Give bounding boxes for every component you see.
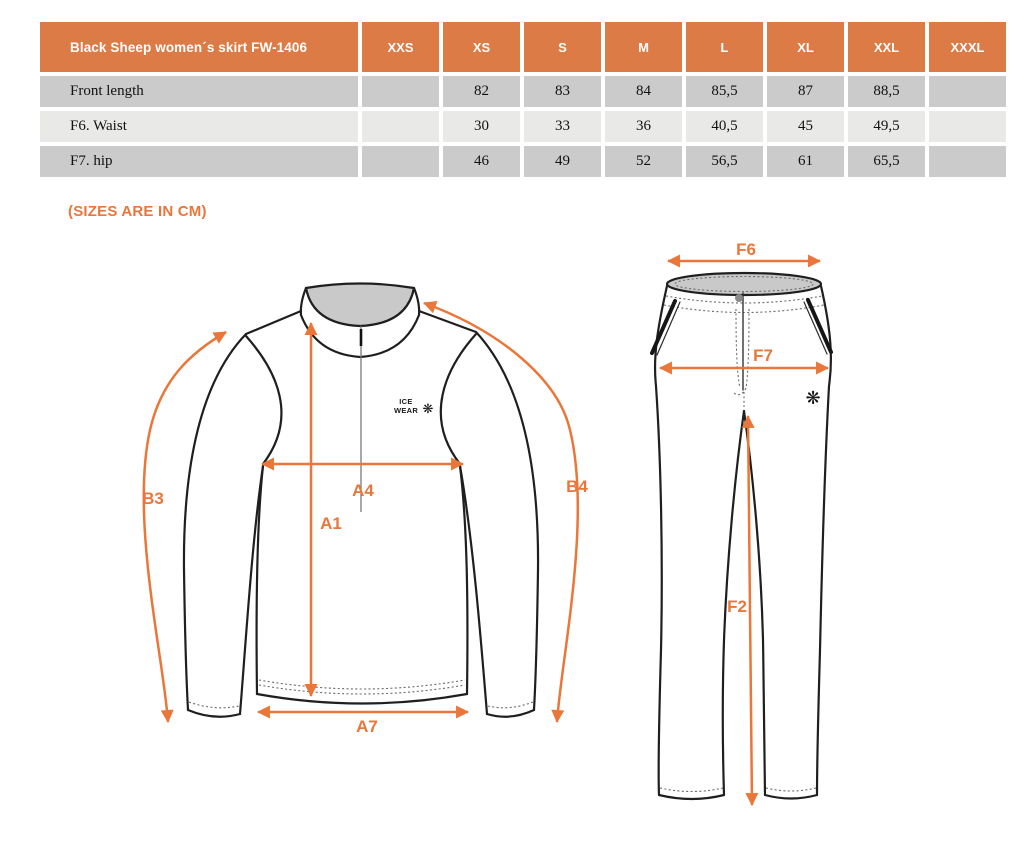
- pants-right-hem: [763, 793, 819, 800]
- shirt-right-cuff: [485, 708, 536, 718]
- pants-left-inner: [721, 409, 746, 797]
- shirt-right-raglan-seam: [439, 332, 478, 466]
- table-cell: 84: [605, 76, 682, 107]
- column-header-m: M: [605, 22, 682, 72]
- table-cell: [929, 76, 1006, 107]
- table-cell: 85,5: [686, 76, 763, 107]
- pants-right-pocket-opening: [803, 301, 828, 355]
- shirt-hem: [255, 692, 469, 705]
- shirt-left-shoulder-seam: [244, 309, 303, 336]
- pants-right-hem-stitching: [765, 787, 817, 792]
- pants-right-outer: [815, 284, 832, 797]
- measurement-arrow-b3: [142, 330, 227, 724]
- pants-waist-opening: [665, 271, 823, 297]
- shirt-right-sleeve-outer: [474, 330, 540, 712]
- pants-waistband-stitching-1: [665, 295, 823, 304]
- label-b4: B4: [566, 477, 588, 496]
- row-label: F7. hip: [40, 146, 358, 177]
- shirt-left-cuff: [186, 708, 242, 718]
- table-cell: 65,5: [848, 146, 925, 177]
- table-row: F7. hip 46 49 52 56,5 61 65,5: [40, 146, 1006, 177]
- pants-left-pocket-binding: [650, 299, 677, 355]
- table-cell: [929, 146, 1006, 177]
- pants-left-hem: [657, 793, 726, 801]
- size-chart-table: Black Sheep women´s skirt FW-1406 XXS XS S M…: [36, 18, 1010, 181]
- icewear-snowflake-icon: ❋: [423, 402, 434, 417]
- shirt-left-cuff-stitching: [188, 701, 240, 709]
- shirt-collar-left-edge: [299, 286, 308, 317]
- label-a4: A4: [352, 481, 374, 500]
- column-header-xl: XL: [767, 22, 844, 72]
- table-cell: 82: [443, 76, 520, 107]
- pants-waist-stitching: [674, 275, 814, 293]
- pants-snowflake-icon: ❋: [805, 388, 820, 409]
- pants-left-hem-stitching: [659, 787, 724, 793]
- icewear-logo-line2: WEAR: [394, 406, 418, 415]
- shirt-left-side: [255, 464, 265, 696]
- table-cell: 87: [767, 76, 844, 107]
- shirt-right-cuff-stitching: [487, 701, 534, 709]
- measurement-arrow-b4: [423, 300, 580, 724]
- table-cell: 45: [767, 111, 844, 142]
- icewear-logo-line1: ICE: [399, 397, 412, 406]
- size-table-header-row: Black Sheep women´s skirt FW-1406 XXS XS S M…: [40, 22, 1006, 72]
- size-table-body: Front length 82 83 84 85,5 87 88,5 F6. Waist 30 3…: [40, 76, 1006, 177]
- table-cell: [362, 146, 439, 177]
- pants-diagram: ❋ F6 F7 F2: [650, 240, 833, 807]
- pants-waistband-stitching-2: [663, 304, 825, 314]
- column-header-s: S: [524, 22, 601, 72]
- table-cell: 83: [524, 76, 601, 107]
- table-cell: 88,5: [848, 76, 925, 107]
- table-row: Front length 82 83 84 85,5 87 88,5: [40, 76, 1006, 107]
- table-cell: 36: [605, 111, 682, 142]
- shirt-left-sleeve-outer: [182, 332, 248, 712]
- table-cell: [929, 111, 1006, 142]
- pants-right-pocket-binding: [806, 298, 833, 354]
- label-f2: F2: [727, 597, 747, 616]
- pants-left-outer: [653, 284, 669, 797]
- table-row: F6. Waist 30 33 36 40,5 45 49,5: [40, 111, 1006, 142]
- column-header-xxxl: XXXL: [929, 22, 1006, 72]
- shirt-collar-opening: [304, 282, 416, 328]
- shirt-hem-stitching: [258, 684, 466, 695]
- label-a7: A7: [356, 717, 378, 736]
- shirt-collar-right-edge: [412, 286, 421, 317]
- table-cell: 49: [524, 146, 601, 177]
- column-header-xxs: XXS: [362, 22, 439, 72]
- table-cell: [362, 111, 439, 142]
- table-cell: 33: [524, 111, 601, 142]
- measurement-arrow-f2: [741, 414, 759, 807]
- table-cell: 56,5: [686, 146, 763, 177]
- label-b3: B3: [142, 489, 164, 508]
- shirt-diagram: ICE WEAR ❋ B3 B4 A4 A1 A7: [142, 282, 588, 736]
- row-label: F6. Waist: [40, 111, 358, 142]
- table-cell: 49,5: [848, 111, 925, 142]
- table-cell: 40,5: [686, 111, 763, 142]
- table-cell: [362, 76, 439, 107]
- column-header-xs: XS: [443, 22, 520, 72]
- shirt-left-sleeve-inner: [238, 464, 265, 716]
- shirt-left-raglan-seam: [244, 334, 283, 466]
- shirt-hem-stitching-2: [258, 679, 466, 690]
- table-cell: 30: [443, 111, 520, 142]
- label-f7: F7: [753, 346, 773, 365]
- pants-button: [735, 294, 743, 302]
- table-cell: 52: [605, 146, 682, 177]
- table-cell: 61: [767, 146, 844, 177]
- row-label: Front length: [40, 76, 358, 107]
- column-header-l: L: [686, 22, 763, 72]
- product-title-cell: Black Sheep women´s skirt FW-1406: [40, 22, 358, 72]
- column-header-xxl: XXL: [848, 22, 925, 72]
- pants-right-inner: [742, 409, 767, 797]
- pants-fly-stitch-right: [733, 308, 750, 396]
- sizes-unit-note: (SIZES ARE IN CM): [68, 203, 207, 220]
- pants-left-pocket-opening: [656, 301, 681, 356]
- label-a1: A1: [320, 514, 342, 533]
- pants-fly-stitch-left: [735, 308, 741, 389]
- table-cell: 46: [443, 146, 520, 177]
- label-f6: F6: [736, 240, 756, 259]
